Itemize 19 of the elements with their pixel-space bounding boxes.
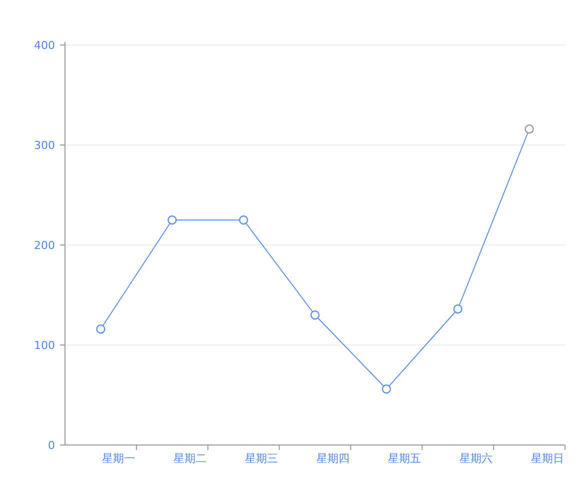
point: [310, 310, 320, 320]
x-tick-label: 星期五: [388, 452, 421, 465]
x-tick-label: 星期三: [245, 452, 278, 465]
y-tick-label: 300: [34, 139, 55, 152]
point: [238, 215, 248, 225]
x-tick-label: 星期一: [102, 452, 136, 465]
y-tick-label: 0: [48, 439, 55, 452]
x-tick-label: 星期日: [530, 452, 564, 465]
y-tick-label: 200: [34, 239, 55, 252]
y-tick-label: 100: [34, 339, 55, 352]
x-tick-label: 星期二: [174, 452, 207, 465]
point: [524, 124, 534, 134]
x-tick-label: 星期六: [459, 452, 492, 465]
point: [382, 384, 392, 394]
y-tick-label: 400: [34, 39, 55, 52]
point: [453, 304, 462, 314]
x-tick-label: 星期四: [316, 452, 350, 465]
point: [168, 215, 177, 225]
point: [96, 324, 106, 334]
